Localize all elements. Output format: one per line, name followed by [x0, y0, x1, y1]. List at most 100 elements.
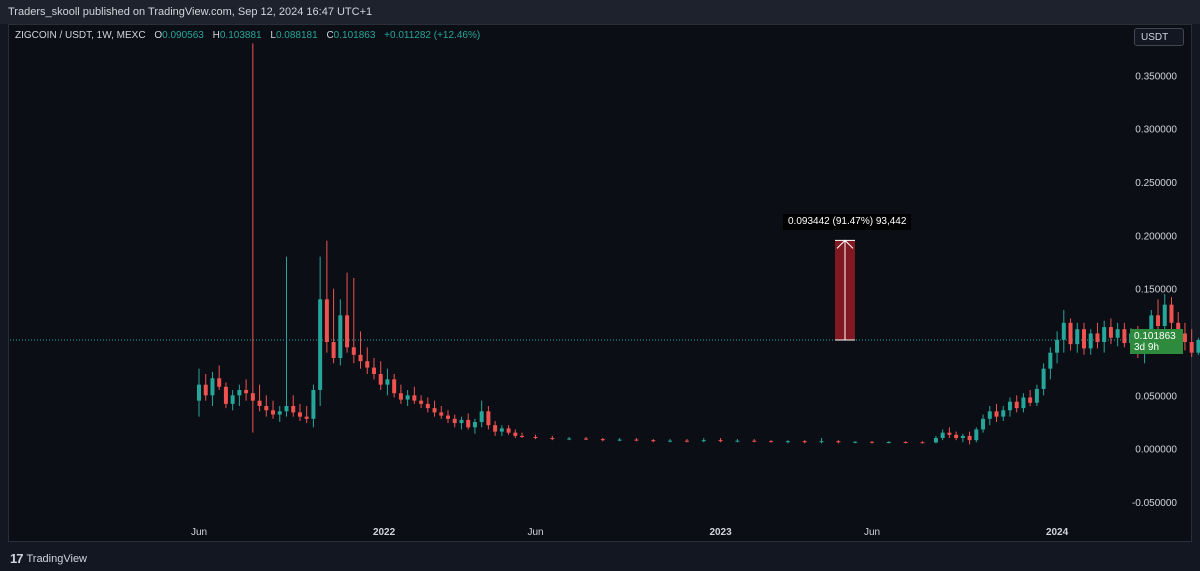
candle-body	[1061, 322, 1066, 340]
high-label: H	[212, 30, 220, 41]
candle-body	[1102, 327, 1107, 342]
symbol-name[interactable]: ZIGCOIN / USDT, 1W, MEXC	[15, 30, 146, 41]
candle-body	[853, 441, 858, 443]
candle-body	[365, 361, 370, 368]
tradingview-logo[interactable]: 17 TradingView	[10, 551, 87, 566]
candle-body	[836, 441, 841, 443]
candles-layer	[197, 43, 1200, 445]
candle-body	[318, 299, 323, 390]
candle-body	[1169, 304, 1174, 323]
candle-body	[1196, 339, 1200, 353]
candle-body	[718, 440, 723, 442]
candle-body	[271, 410, 276, 415]
candle-body	[600, 439, 605, 441]
candle-body	[567, 438, 572, 440]
measure-tool	[835, 239, 855, 341]
candle-body	[1055, 339, 1060, 353]
candle-body	[412, 395, 417, 401]
chart-frame[interactable]	[8, 24, 1192, 542]
candle-body	[351, 347, 356, 355]
x-tick-label: 2022	[373, 527, 396, 538]
candle-body	[244, 390, 249, 394]
candle-body	[1075, 329, 1080, 345]
candle-body	[324, 299, 329, 342]
y-tick-label: 0.200000	[1135, 231, 1177, 242]
candle-body	[197, 384, 201, 401]
candle-body	[1115, 329, 1120, 338]
y-tick-label: 0.150000	[1135, 285, 1177, 296]
low-label: L	[270, 30, 276, 41]
measure-label: 0.093442 (91.47%) 93,442	[783, 214, 912, 230]
candle-body	[479, 411, 484, 422]
footer	[0, 544, 1200, 571]
close-value: 0.101863	[333, 30, 376, 41]
last-price-value: 0.101863	[1134, 331, 1176, 342]
y-tick-label: 0.350000	[1135, 71, 1177, 82]
candle-body	[1095, 333, 1100, 342]
tradingview-logo-text: TradingView	[26, 552, 88, 565]
y-tick-label: -0.050000	[1132, 498, 1177, 509]
y-tick-label: 0.050000	[1135, 391, 1177, 402]
publish-info: Traders_skooll published on TradingView.…	[8, 6, 373, 18]
candle-body	[210, 378, 215, 396]
candle-body	[1041, 368, 1046, 389]
candle-body	[398, 393, 403, 400]
candle-body	[583, 438, 588, 440]
candle-body	[405, 395, 410, 400]
candle-body	[425, 403, 430, 409]
candle-body	[284, 406, 289, 412]
candle-body	[371, 367, 376, 374]
candle-body	[735, 440, 740, 442]
candle-body	[550, 438, 555, 440]
candle-body	[668, 440, 673, 442]
x-tick-label: Jun	[191, 527, 207, 538]
candle-body	[1182, 333, 1187, 342]
top-bar	[0, 0, 1200, 24]
candle-body	[1162, 304, 1167, 326]
candle-body	[819, 441, 824, 443]
candle-body	[1149, 315, 1154, 337]
candle-body	[752, 440, 757, 442]
candle-body	[1156, 315, 1161, 326]
time-axis: Jun2022Jun2023Jun2024Jun2025Jun2026Jun	[191, 527, 1069, 538]
bar-countdown: 3d 9h	[1134, 342, 1160, 353]
candle-body	[378, 374, 383, 385]
candle-body	[331, 342, 336, 358]
low-value: 0.088181	[275, 30, 318, 41]
candle-body	[1001, 410, 1006, 417]
candle-body	[617, 439, 622, 441]
candle-body	[1122, 329, 1127, 344]
candle-body	[217, 378, 222, 387]
close-label: C	[326, 30, 334, 41]
candle-body	[1176, 322, 1181, 334]
candle-body	[297, 412, 302, 417]
candle-body	[486, 411, 491, 426]
candle-body	[237, 390, 242, 396]
candle-body	[264, 406, 269, 411]
candle-body	[920, 442, 925, 444]
candle-body	[493, 425, 498, 432]
candle-body	[277, 411, 282, 415]
candle-body	[533, 436, 538, 438]
candle-body	[967, 435, 972, 441]
candle-body	[1028, 397, 1033, 403]
candle-body	[311, 390, 316, 419]
open-label: O	[154, 30, 163, 41]
candle-body	[1014, 401, 1019, 409]
candle-body	[250, 393, 255, 401]
candle-body	[466, 419, 471, 428]
candle-body	[392, 379, 397, 394]
candle-body	[439, 412, 444, 416]
measure-arrow-head	[836, 239, 854, 249]
candle-body	[1048, 352, 1053, 369]
candle-body	[432, 408, 437, 413]
candle-body	[1034, 388, 1039, 403]
currency-button[interactable]: USDT	[1134, 28, 1184, 46]
candle-body	[230, 395, 235, 404]
candle-body	[385, 379, 390, 385]
candle-body	[651, 440, 656, 442]
candle-body	[1081, 329, 1086, 349]
candle-body	[291, 406, 296, 413]
candle-body	[223, 386, 228, 404]
